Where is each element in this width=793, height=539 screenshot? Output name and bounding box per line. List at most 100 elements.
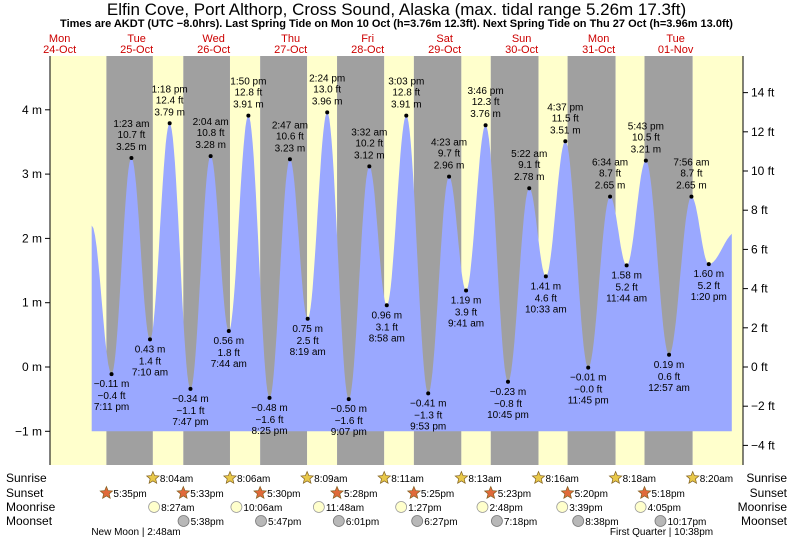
day-date-label: 25-Oct (120, 44, 153, 56)
low-tide-meters-label: 1.60 m (693, 269, 724, 280)
low-tide-meters-label: −0.48 m (251, 403, 287, 414)
low-tide-meters-label: 0.43 m (135, 344, 166, 355)
day-of-week-label: Fri (361, 33, 374, 45)
right-tick-label: 12 ft (751, 125, 775, 139)
high-tide-time-label: 7:56 am (673, 158, 709, 169)
right-tick-label: −2 ft (751, 399, 775, 413)
high-tide-point (608, 194, 613, 199)
sunrise-time-label: 8:06am (237, 474, 270, 485)
high-tide-point (246, 113, 251, 118)
high-tide-meters-label: 3.91 m (233, 100, 264, 111)
high-tide-time-label: 6:34 am (592, 158, 628, 169)
legend-label-left-sunset: Sunset (6, 486, 44, 500)
sunrise-time-label: 8:04am (160, 474, 193, 485)
moonset-time-label: 6:01pm (346, 517, 379, 528)
low-tide-time-label: 8:58 am (369, 333, 405, 344)
low-tide-time-label: 7:10 am (132, 367, 168, 378)
sunrise-star-icon (608, 470, 623, 485)
high-tide-point (325, 110, 330, 115)
low-tide-meters-label: 0.75 m (292, 324, 323, 335)
low-tide-feet-label: −0.0 ft (574, 385, 602, 396)
high-tide-meters-label: 3.79 m (154, 107, 185, 118)
moonrise-circle-icon (312, 501, 325, 513)
right-tick-label: 2 ft (751, 321, 768, 335)
low-tide-point (267, 395, 272, 400)
moonset-circle-icon (332, 515, 345, 527)
high-tide-time-label: 4:37 pm (547, 102, 583, 113)
high-tide-meters-label: 3.51 m (550, 125, 581, 136)
high-tide-point (689, 194, 694, 199)
sunset-time-label: 5:20pm (575, 489, 608, 500)
high-tide-time-label: 5:43 pm (628, 122, 664, 133)
moonrise-time-label: 11:48am (326, 503, 364, 514)
high-tide-time-label: 1:18 pm (152, 84, 188, 95)
low-tide-feet-label: 1.8 ft (218, 348, 240, 359)
moonset-circle-icon (572, 515, 585, 527)
left-tick-label: −1 m (15, 424, 42, 438)
low-tide-feet-label: 3.1 ft (376, 322, 398, 333)
moonset-time-label: 5:38pm (191, 517, 224, 528)
high-tide-feet-label: 11.5 ft (552, 113, 579, 124)
legend-label-right-sunrise: Sunrise (746, 471, 787, 485)
low-tide-point (667, 352, 672, 357)
high-tide-time-label: 3:46 pm (468, 86, 504, 97)
low-tide-meters-label: 1.19 m (451, 295, 482, 306)
moonrise-circle-icon (476, 501, 489, 513)
high-tide-point (447, 174, 452, 179)
high-tide-time-label: 2:47 am (272, 120, 308, 131)
low-tide-meters-label: 0.96 m (371, 310, 402, 321)
sunset-star-icon (99, 485, 114, 500)
low-tide-feet-label: −0.8 ft (494, 399, 522, 410)
low-tide-time-label: 8:19 am (290, 347, 326, 358)
high-tide-time-label: 5:22 am (511, 149, 547, 160)
moonrise-circle-icon (395, 501, 408, 513)
day-date-label: 30-Oct (505, 44, 538, 56)
high-tide-time-label: 4:23 am (431, 138, 467, 149)
moonrise-time-label: 4:05pm (648, 503, 681, 514)
legend-label-right-moonset: Moonset (741, 514, 788, 528)
day-date-label: 29-Oct (428, 44, 461, 56)
first-quarter-label: First Quarter | 10:38pm (610, 527, 713, 538)
sunset-time-label: 5:35pm (113, 489, 146, 500)
sunset-time-label: 5:33pm (190, 489, 223, 500)
new-moon-label: New Moon | 2:48am (91, 527, 180, 538)
low-tide-point (586, 365, 591, 370)
sunset-time-label: 5:23pm (498, 489, 531, 500)
high-tide-feet-label: 10.6 ft (276, 131, 304, 142)
low-tide-time-label: 11:44 am (606, 293, 647, 304)
sunset-star-icon (330, 485, 345, 500)
high-tide-point (367, 164, 372, 169)
low-tide-meters-label: −0.11 m (94, 379, 130, 390)
low-tide-meters-label: 1.58 m (611, 270, 642, 281)
moonset-time-label: 6:27pm (424, 517, 457, 528)
low-tide-meters-label: −0.23 m (490, 387, 526, 398)
high-tide-time-label: 3:03 pm (388, 77, 424, 88)
left-tick-label: 2 m (22, 231, 42, 245)
moonrise-circle-icon (148, 501, 161, 513)
sunrise-time-label: 8:16am (546, 474, 579, 485)
sunset-time-label: 5:30pm (267, 489, 300, 500)
sunrise-star-icon (531, 470, 546, 485)
moonset-circle-icon (654, 515, 667, 527)
right-tick-label: 14 ft (751, 86, 775, 100)
day-of-week-label: Wed (202, 33, 224, 45)
moonrise-time-label: 2:48pm (489, 503, 522, 514)
low-tide-meters-label: −0.41 m (410, 398, 446, 409)
low-tide-meters-label: 0.56 m (214, 336, 245, 347)
right-tick-label: −4 ft (751, 438, 775, 452)
high-tide-feet-label: 8.7 ft (680, 169, 702, 180)
sunrise-time-label: 8:13am (468, 474, 501, 485)
sunrise-star-icon (685, 470, 700, 485)
sunrise-star-icon (454, 470, 469, 485)
moonrise-time-label: 8:27am (161, 503, 194, 514)
high-tide-feet-label: 12.8 ft (234, 88, 262, 99)
moonrise-time-label: 10:06am (243, 503, 282, 514)
high-tide-meters-label: 3.96 m (312, 96, 343, 107)
low-tide-point (505, 379, 510, 384)
high-tide-feet-label: 13.0 ft (313, 84, 341, 95)
high-tide-feet-label: 8.7 ft (599, 169, 621, 180)
low-tide-feet-label: 3.9 ft (455, 307, 477, 318)
sunset-star-icon (253, 485, 268, 500)
moonset-time-label: 10:17pm (667, 517, 706, 528)
sunrise-time-label: 8:09am (314, 474, 347, 485)
